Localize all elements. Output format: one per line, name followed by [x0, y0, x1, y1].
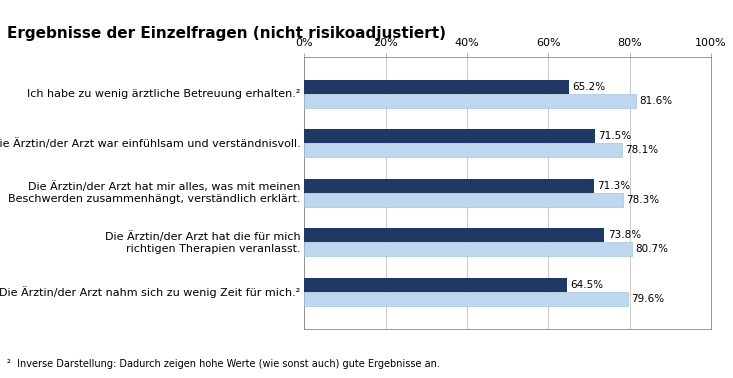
Text: Die Ärztin/der Arzt war einfühlsam und verständnisvoll.: Die Ärztin/der Arzt war einfühlsam und v…: [0, 138, 301, 149]
Text: Die Ärztin/der Arzt nahm sich zu wenig Zeit für mich.²: Die Ärztin/der Arzt nahm sich zu wenig Z…: [0, 286, 301, 298]
Text: 81.6%: 81.6%: [639, 96, 673, 106]
Text: 71.5%: 71.5%: [598, 132, 631, 141]
Text: 78.1%: 78.1%: [625, 145, 658, 155]
Bar: [304, 179, 594, 193]
Text: 65.2%: 65.2%: [572, 82, 605, 92]
Text: 80.7%: 80.7%: [636, 244, 668, 254]
Text: 64.5%: 64.5%: [570, 280, 603, 290]
Bar: [304, 278, 567, 292]
Text: Die Ärztin/der Arzt hat mir alles, was mit meinen
Beschwerden zusammenhängt, ver: Die Ärztin/der Arzt hat mir alles, was m…: [8, 181, 301, 204]
Text: Ergebnisse der Einzelfragen (nicht risikoadjustiert): Ergebnisse der Einzelfragen (nicht risik…: [7, 26, 446, 42]
Text: 79.6%: 79.6%: [631, 294, 664, 304]
Text: 78.3%: 78.3%: [626, 195, 659, 205]
Bar: [304, 292, 628, 305]
Text: 73.8%: 73.8%: [608, 230, 641, 240]
Text: 71.3%: 71.3%: [597, 181, 630, 191]
Text: Die Ärztin/der Arzt hat die für mich
richtigen Therapien veranlasst.: Die Ärztin/der Arzt hat die für mich ric…: [105, 231, 301, 254]
Text: Ich habe zu wenig ärztliche Betreuung erhalten.²: Ich habe zu wenig ärztliche Betreuung er…: [27, 89, 301, 99]
Bar: [304, 80, 570, 94]
Bar: [304, 94, 636, 108]
Bar: [304, 143, 622, 157]
Bar: [304, 193, 623, 207]
Bar: [304, 242, 633, 256]
Bar: [304, 228, 605, 242]
Text: ²  Inverse Darstellung: Dadurch zeigen hohe Werte (wie sonst auch) gute Ergebnis: ² Inverse Darstellung: Dadurch zeigen ho…: [7, 359, 441, 369]
Bar: [304, 129, 595, 143]
